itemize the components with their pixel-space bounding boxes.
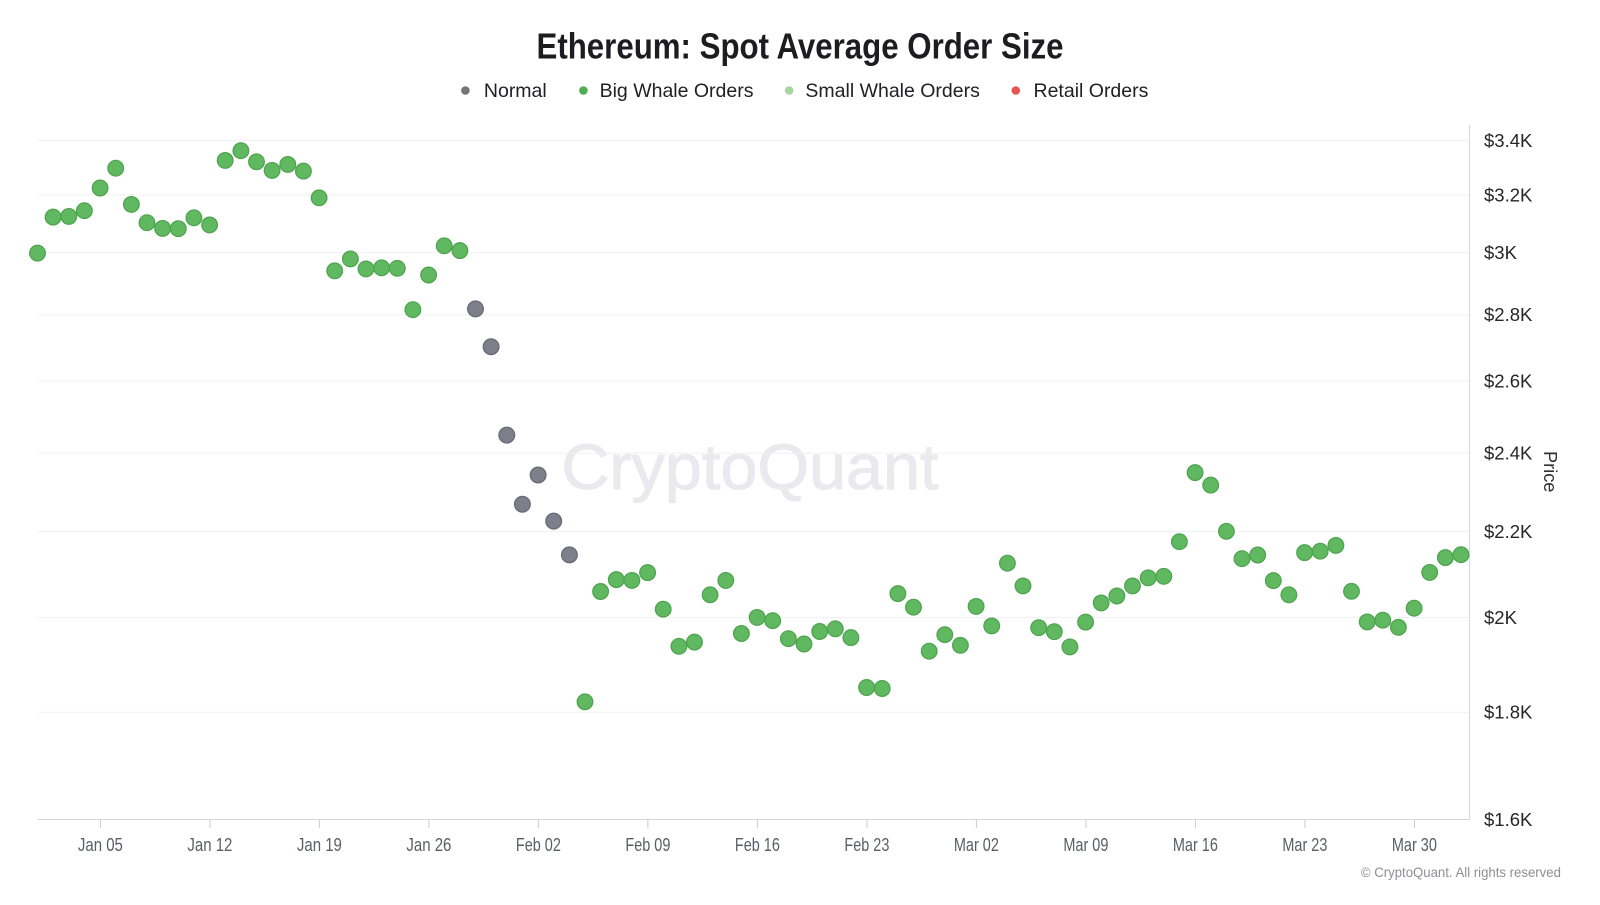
svg-text:Jan 12: Jan 12 bbox=[187, 835, 232, 855]
svg-text:Price: Price bbox=[1540, 451, 1560, 492]
svg-text:$3.2K: $3.2K bbox=[1484, 184, 1533, 205]
svg-text:$2.2K: $2.2K bbox=[1484, 521, 1533, 542]
svg-text:Small Whale Orders: Small Whale Orders bbox=[805, 80, 980, 102]
svg-text:Mar 30: Mar 30 bbox=[1392, 835, 1437, 855]
svg-text:$2.6K: $2.6K bbox=[1484, 371, 1533, 392]
svg-text:Mar 16: Mar 16 bbox=[1173, 835, 1218, 855]
svg-text:CryptoQuant: CryptoQuant bbox=[562, 431, 939, 503]
svg-text:$1.8K: $1.8K bbox=[1484, 702, 1533, 723]
svg-text:Mar 02: Mar 02 bbox=[954, 835, 999, 855]
svg-text:Feb 02: Feb 02 bbox=[516, 835, 561, 855]
svg-text:$2.8K: $2.8K bbox=[1484, 304, 1533, 325]
svg-text:$2K: $2K bbox=[1484, 607, 1518, 628]
svg-text:Mar 09: Mar 09 bbox=[1063, 835, 1108, 855]
svg-text:Jan 19: Jan 19 bbox=[297, 835, 342, 855]
svg-text:$1.6K: $1.6K bbox=[1484, 809, 1533, 830]
svg-text:Jan 05: Jan 05 bbox=[78, 835, 123, 855]
svg-text:Feb 16: Feb 16 bbox=[735, 835, 780, 855]
svg-text:© CryptoQuant. All rights rese: © CryptoQuant. All rights reserved bbox=[1361, 864, 1561, 880]
svg-text:Jan 26: Jan 26 bbox=[406, 835, 451, 855]
svg-text:Retail Orders: Retail Orders bbox=[1034, 80, 1149, 102]
svg-text:Big Whale Orders: Big Whale Orders bbox=[600, 80, 754, 102]
svg-text:Feb 23: Feb 23 bbox=[844, 835, 889, 855]
svg-text:Feb 09: Feb 09 bbox=[625, 835, 670, 855]
svg-text:$2.4K: $2.4K bbox=[1484, 443, 1533, 464]
svg-text:$3.4K: $3.4K bbox=[1484, 130, 1533, 151]
svg-text:Ethereum: Spot Average Order S: Ethereum: Spot Average Order Size bbox=[537, 26, 1064, 67]
svg-text:$3K: $3K bbox=[1484, 242, 1518, 263]
svg-text:Normal: Normal bbox=[484, 80, 547, 102]
svg-text:Mar 23: Mar 23 bbox=[1282, 835, 1327, 855]
